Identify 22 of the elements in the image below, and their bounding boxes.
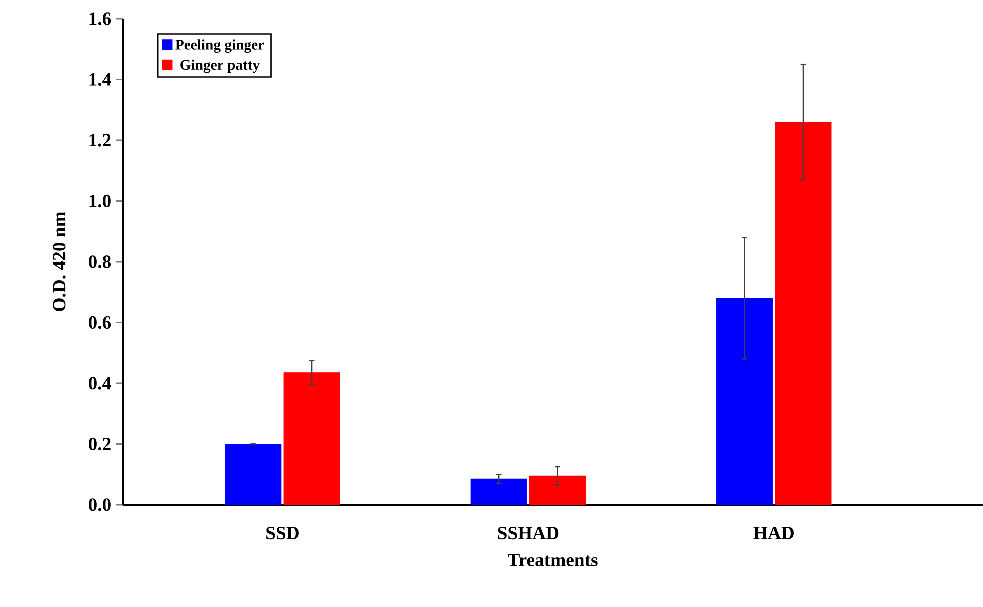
x-tick-label: SSD xyxy=(266,527,299,540)
bar xyxy=(775,122,832,506)
bar xyxy=(284,372,340,506)
x-tick-label: HAD xyxy=(754,527,794,540)
bar xyxy=(225,444,282,506)
y-axis-title: O.D. 420 nm xyxy=(53,212,66,312)
y-tick-label: 0.2 xyxy=(89,438,111,451)
y-tick-label: 1.6 xyxy=(90,12,112,26)
y-tick-label: 1.4 xyxy=(90,73,112,86)
bar xyxy=(529,476,586,506)
y-tick-label: 1.0 xyxy=(90,194,111,208)
x-tick-label: SSHAD xyxy=(498,527,559,540)
x-axis-title: Treatments xyxy=(508,554,598,566)
y-tick-label: 0.6 xyxy=(89,316,112,330)
bar xyxy=(470,478,528,506)
y-tick-label: 1.2 xyxy=(90,134,111,147)
y-tick-label: 0.4 xyxy=(89,377,112,390)
y-tick-label: 0.0 xyxy=(89,498,111,512)
legend-label: Ginger patty xyxy=(180,60,260,74)
legend-label: Peeling ginger xyxy=(176,40,264,53)
bar xyxy=(716,298,774,506)
y-tick-label: 0.8 xyxy=(89,256,112,268)
